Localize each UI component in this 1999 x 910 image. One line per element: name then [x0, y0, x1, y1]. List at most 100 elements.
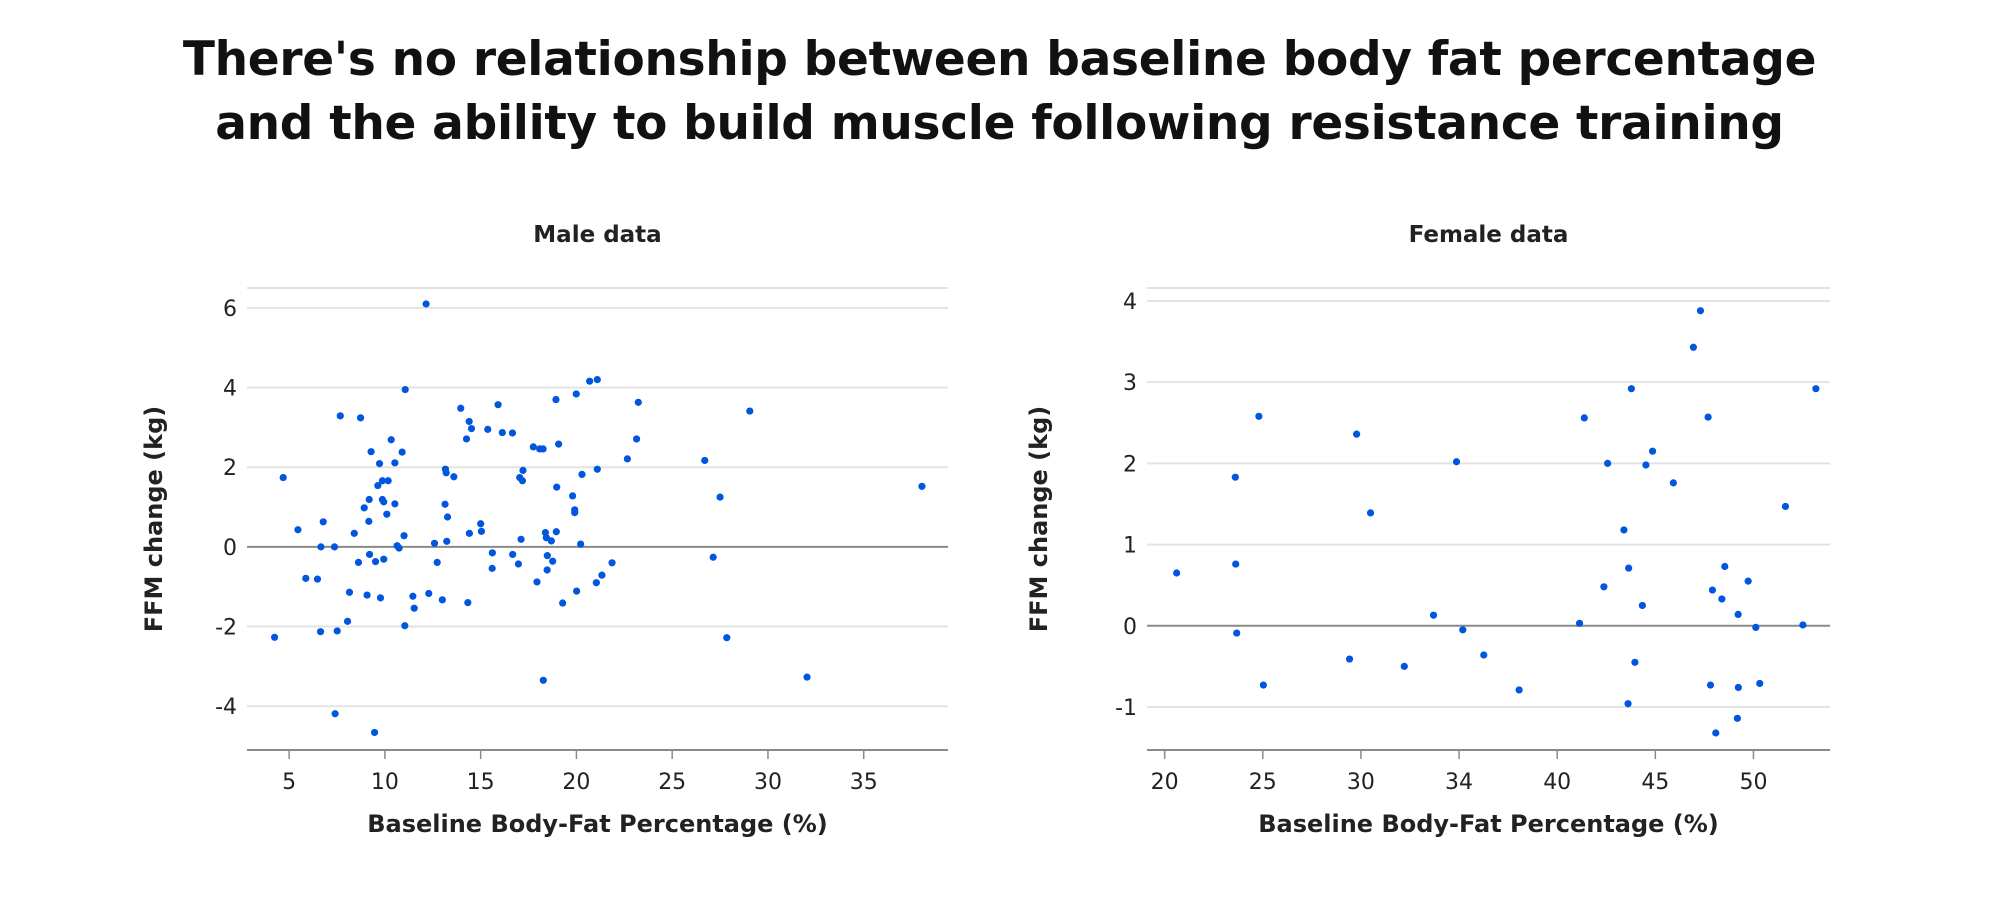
- data-point: [316, 628, 325, 636]
- data-point: [1638, 601, 1646, 610]
- data-point: [333, 627, 341, 635]
- subplot-title: Male data: [533, 222, 661, 248]
- data-point: [477, 527, 486, 535]
- data-point: [345, 588, 354, 596]
- data-point: [1233, 629, 1241, 637]
- data-point: [1706, 681, 1715, 689]
- data-point: [1721, 562, 1729, 571]
- data-point: [378, 477, 387, 485]
- data-point: [552, 528, 560, 536]
- data-point: [391, 459, 399, 467]
- data-point: [1718, 595, 1726, 603]
- data-point: [1625, 564, 1633, 572]
- data-point: [518, 477, 527, 485]
- data-point: [350, 529, 358, 537]
- data-point: [441, 500, 449, 508]
- x-tick-label: 35: [850, 770, 878, 795]
- data-point: [384, 477, 392, 485]
- data-point: [716, 493, 724, 501]
- data-point: [494, 401, 502, 409]
- data-point: [442, 469, 450, 477]
- data-point: [363, 591, 371, 599]
- data-point: [1231, 473, 1239, 481]
- data-point: [1366, 509, 1375, 517]
- data-point: [401, 622, 409, 630]
- data-point: [529, 443, 537, 451]
- data-point: [387, 436, 395, 444]
- data-point: [723, 634, 731, 642]
- data-point: [1452, 458, 1461, 466]
- data-point: [578, 470, 586, 478]
- data-point: [746, 407, 754, 415]
- data-point: [632, 435, 641, 443]
- data-point: [608, 559, 616, 567]
- data-point: [484, 425, 492, 433]
- data-point: [457, 404, 465, 412]
- y-tick-label: 1: [1123, 534, 1137, 559]
- data-point: [1669, 479, 1677, 487]
- data-point: [462, 435, 471, 443]
- y-tick-label: 6: [223, 297, 237, 322]
- data-point: [1353, 430, 1361, 438]
- data-point: [425, 589, 433, 598]
- x-tick-label: 30: [754, 770, 782, 795]
- y-tick-label: 2: [223, 456, 237, 481]
- data-point: [519, 466, 527, 475]
- x-tick-label: 25: [658, 770, 686, 795]
- data-point: [465, 417, 473, 426]
- data-point: [543, 552, 551, 560]
- x-tick-label: 30: [1347, 770, 1375, 795]
- data-point: [354, 558, 363, 567]
- data-point: [374, 481, 382, 490]
- data-point: [433, 558, 441, 567]
- data-point: [1799, 621, 1807, 629]
- data-point: [467, 424, 476, 433]
- data-point: [365, 517, 373, 525]
- data-point: [918, 482, 926, 490]
- data-point: [803, 673, 811, 681]
- data-point: [701, 456, 709, 465]
- data-point: [572, 390, 580, 398]
- data-point: [549, 557, 557, 565]
- data-point: [1480, 651, 1488, 659]
- data-point: [1259, 681, 1267, 689]
- data-point: [593, 465, 601, 473]
- data-point: [1459, 626, 1467, 634]
- data-point: [517, 535, 525, 543]
- data-point: [514, 560, 522, 568]
- data-point: [571, 509, 579, 517]
- data-point: [391, 500, 399, 508]
- data-point: [336, 412, 344, 420]
- data-point: [577, 540, 585, 548]
- x-tick-label: 34: [1445, 770, 1473, 795]
- x-axis-title: Baseline Body-Fat Percentage (%): [367, 810, 828, 838]
- data-point: [509, 550, 517, 559]
- data-point: [634, 398, 642, 406]
- data-point: [1600, 583, 1608, 591]
- data-point: [552, 395, 560, 404]
- y-tick-label: -1: [1115, 696, 1137, 721]
- data-point: [1708, 586, 1717, 594]
- data-point: [1733, 714, 1741, 722]
- data-point: [380, 498, 388, 506]
- data-point: [331, 710, 339, 718]
- data-point: [330, 543, 339, 551]
- data-point: [343, 617, 352, 625]
- data-point: [443, 513, 452, 521]
- y-tick-label: 3: [1123, 371, 1137, 396]
- data-point: [498, 428, 506, 437]
- data-point: [270, 633, 279, 641]
- data-point: [477, 520, 485, 528]
- data-point: [553, 483, 561, 491]
- data-point: [709, 553, 717, 561]
- chart-title: There's no relationship between baseline…: [0, 28, 1999, 156]
- data-point: [555, 440, 563, 448]
- data-point: [360, 504, 368, 512]
- data-point: [593, 376, 601, 384]
- data-point: [559, 599, 567, 607]
- data-point: [1627, 385, 1635, 393]
- data-point: [1812, 385, 1820, 393]
- data-point: [508, 429, 517, 437]
- y-tick-label: 0: [223, 536, 237, 561]
